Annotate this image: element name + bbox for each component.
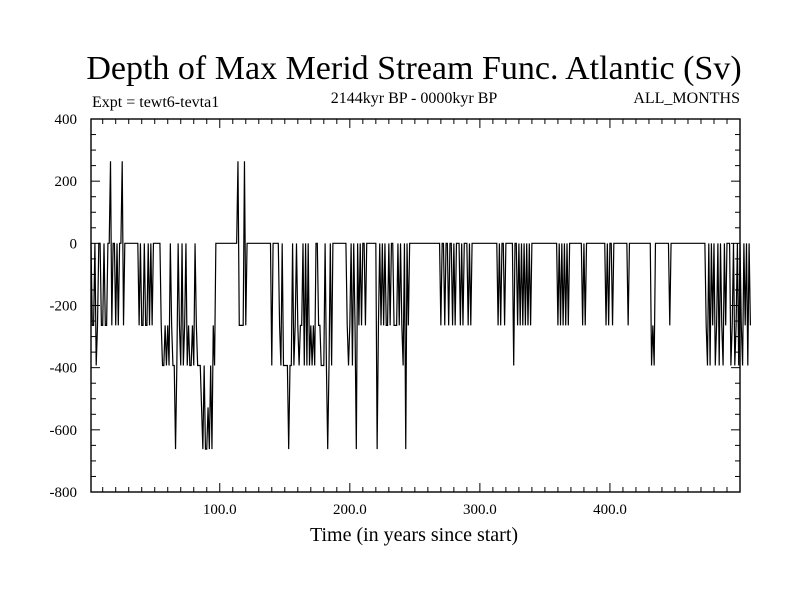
axis-tick-labels: 400 200 0 -200 -400 -600 -800 100.0 200.0 300.0 40…	[50, 112, 627, 518]
y-tick-label: -400	[50, 361, 78, 377]
time-range-label: 2144kyr BP - 0000kyr BP	[331, 90, 498, 107]
y-tick-label: 200	[55, 174, 78, 190]
x-tick-label: 300.0	[463, 502, 497, 518]
y-tick-label: -600	[50, 423, 78, 439]
experiment-label: Expt = tewt6-tevta1	[92, 94, 219, 111]
plot-frame	[90, 118, 741, 493]
y-tick-label: 0	[70, 236, 78, 252]
series-line-depth	[90, 161, 751, 450]
x-axis-label: Time (in years since start)	[310, 524, 518, 546]
axis-ticks	[91, 118, 741, 493]
x-tick-label: 100.0	[203, 502, 237, 518]
x-tick-label: 400.0	[593, 502, 627, 518]
y-tick-label: -200	[50, 299, 78, 315]
chart-title: Depth of Max Merid Stream Func. Atlantic…	[86, 50, 741, 87]
y-tick-label: -800	[50, 485, 78, 501]
months-label: ALL_MONTHS	[633, 90, 740, 107]
x-tick-label: 200.0	[333, 502, 367, 518]
y-tick-label: 400	[55, 112, 78, 128]
